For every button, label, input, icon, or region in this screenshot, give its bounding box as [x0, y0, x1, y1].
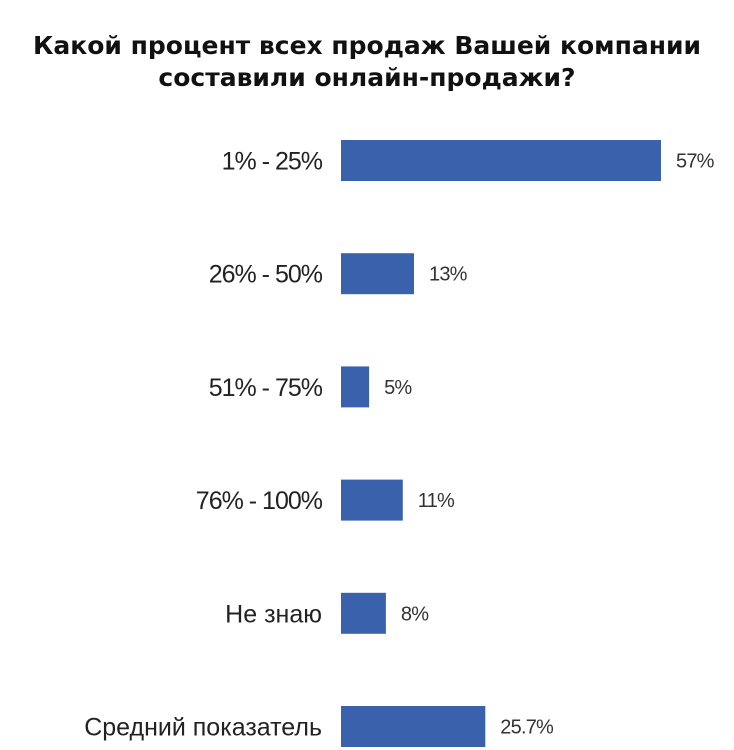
category-labels-group: 1% - 25% 26% - 50% 51% - 75% 76% - 100% Не з… — [84, 148, 324, 742]
value-labels-group: 57% 13% 5% 11% 8% 25.7% — [384, 151, 715, 739]
value-label-2: 5% — [384, 377, 412, 399]
bar-3 — [341, 479, 403, 521]
chart-title-line-2: составили онлайн-продажи? — [158, 63, 576, 92]
bar-4 — [341, 592, 386, 634]
value-label-1: 13% — [429, 264, 468, 286]
value-label-5: 25.7% — [500, 717, 554, 739]
bar-1 — [341, 253, 414, 295]
category-label-0: 1% - 25% — [222, 148, 323, 176]
category-label-5: Средний показатель — [84, 714, 322, 742]
value-label-3: 11% — [418, 490, 455, 512]
value-label-4: 8% — [401, 603, 429, 625]
category-label-4: Не знаю — [225, 600, 322, 628]
bar-2 — [341, 366, 370, 408]
chart-title-line-1: Какой процент всех продаж Вашей компании — [32, 31, 702, 60]
category-label-3: 76% - 100% — [196, 487, 323, 515]
category-label-1: 26% - 50% — [209, 261, 323, 289]
bar-5 — [341, 706, 486, 747]
value-label-0: 57% — [676, 151, 715, 173]
bar-0 — [341, 140, 661, 181]
chart-title: Какой процент всех продаж Вашей компании… — [0, 30, 734, 94]
bars-group — [341, 140, 661, 747]
category-label-2: 51% - 75% — [209, 374, 323, 402]
